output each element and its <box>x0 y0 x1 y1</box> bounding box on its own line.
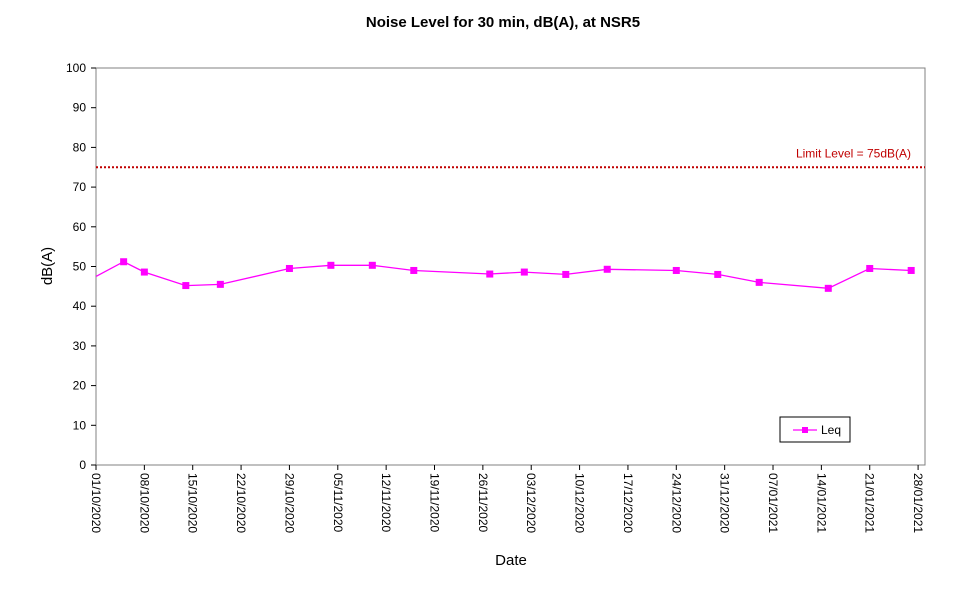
data-point-leq <box>410 266 418 274</box>
data-point-leq <box>672 266 680 274</box>
x-tick-label: 01/10/2020 <box>89 473 103 533</box>
legend-marker-leq <box>802 427 808 433</box>
legend: Leq <box>779 416 851 443</box>
data-point-leq <box>755 278 763 286</box>
data-point-leq <box>486 270 494 278</box>
data-point-leq <box>520 268 528 276</box>
x-tick-label: 07/01/2021 <box>766 473 780 533</box>
series-layer <box>95 258 915 292</box>
legend-label-leq: Leq <box>821 423 841 437</box>
x-tick-label: 24/12/2020 <box>669 473 683 533</box>
y-tick-label: 80 <box>73 140 87 154</box>
y-tick-label: 40 <box>73 299 87 313</box>
y-axis: 0 10 20 30 40 50 60 70 80 90 100 <box>66 61 96 472</box>
reference-lines: Limit Level = 75dB(A) <box>96 146 925 169</box>
y-tick-label: 90 <box>73 101 87 115</box>
x-tick-label: 03/12/2020 <box>524 473 538 533</box>
plot-area-frame <box>95 67 926 466</box>
data-point-leq <box>562 270 570 278</box>
data-point-leq <box>824 284 832 292</box>
y-tick-label: 30 <box>73 339 87 353</box>
data-point-leq <box>216 280 224 288</box>
x-tick-label: 17/12/2020 <box>621 473 635 533</box>
x-tick-label: 14/01/2021 <box>814 473 828 533</box>
x-tick-label: 05/11/2020 <box>331 473 345 532</box>
y-tick-label: 20 <box>73 379 87 393</box>
y-tick-label: 0 <box>79 458 86 472</box>
y-tick-label: 10 <box>73 418 87 432</box>
x-tick-label: 10/12/2020 <box>573 473 587 533</box>
data-point-leq <box>866 264 874 272</box>
data-point-leq <box>285 264 293 272</box>
x-tick-label: 15/10/2020 <box>186 473 200 533</box>
y-tick-label: 70 <box>73 180 87 194</box>
y-tick-label: 100 <box>66 61 86 75</box>
x-tick-label: 19/11/2020 <box>428 473 442 532</box>
data-point-leq <box>907 266 915 274</box>
data-point-leq <box>714 270 722 278</box>
data-point-leq <box>140 268 148 276</box>
data-point-leq <box>603 265 611 273</box>
x-tick-label: 26/11/2020 <box>476 473 490 532</box>
x-axis: 01/10/2020 08/10/2020 15/10/2020 22/10/2020… <box>89 465 925 533</box>
x-tick-label: 22/10/2020 <box>234 473 248 533</box>
x-tick-label: 12/11/2020 <box>379 473 393 532</box>
x-tick-label: 31/12/2020 <box>718 473 732 533</box>
y-tick-label: 60 <box>73 220 87 234</box>
data-point-leq <box>327 261 335 269</box>
x-tick-label: 21/01/2021 <box>863 473 877 533</box>
limit-level-label: Limit Level = 75dB(A) <box>796 146 911 160</box>
data-point-leq <box>120 258 128 266</box>
x-tick-label: 28/01/2021 <box>911 473 925 533</box>
data-point-leq <box>368 261 376 269</box>
chart-title: Noise Level for 30 min, dB(A), at NSR5 <box>366 14 640 31</box>
y-tick-label: 50 <box>73 260 87 274</box>
x-axis-label: Date <box>495 552 527 569</box>
x-tick-label: 29/10/2020 <box>282 473 296 533</box>
data-point-leq <box>182 282 190 290</box>
y-axis-label: dB(A) <box>39 247 56 285</box>
x-tick-label: 08/10/2020 <box>137 473 151 533</box>
